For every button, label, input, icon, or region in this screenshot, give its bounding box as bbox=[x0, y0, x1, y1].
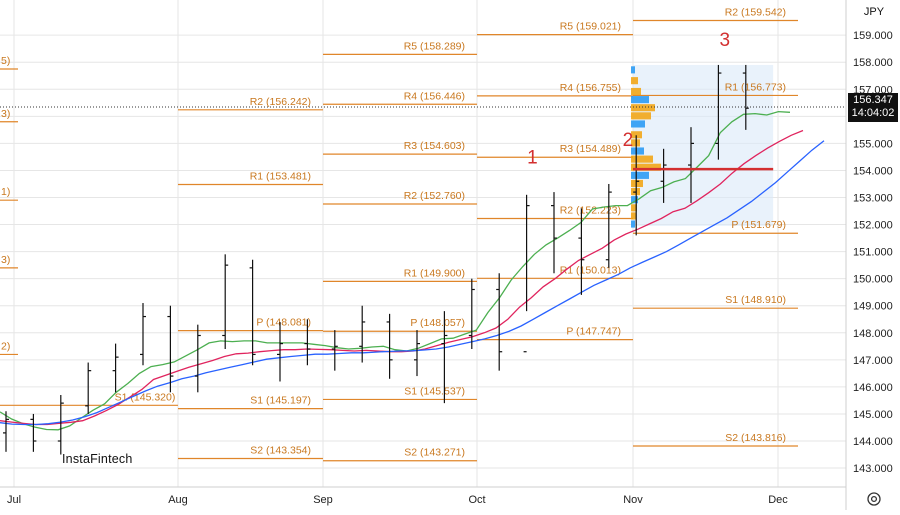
profile-bar bbox=[631, 96, 649, 104]
pivot-label: R1 (149.900) bbox=[404, 267, 465, 279]
ma-line bbox=[0, 140, 825, 426]
y-tick-label: 154.000 bbox=[853, 165, 893, 177]
y-tick-label: 153.000 bbox=[853, 193, 893, 205]
y-tick-label: 144.000 bbox=[853, 436, 893, 448]
pivot-label: 2) bbox=[1, 340, 10, 352]
pivot-label: 3) bbox=[1, 254, 10, 266]
y-tick-label: 143.000 bbox=[853, 463, 893, 475]
value-area bbox=[633, 64, 774, 226]
pivot-label: R4 (156.446) bbox=[404, 90, 465, 102]
symbol-label[interactable]: JPY bbox=[863, 6, 885, 18]
pivot-label: R3 (154.603) bbox=[404, 140, 465, 152]
y-tick-label: 147.000 bbox=[853, 355, 893, 367]
pivot-label: S1 (145.537) bbox=[404, 385, 465, 397]
profile-bar bbox=[631, 112, 651, 120]
y-tick-label: 158.000 bbox=[853, 57, 893, 69]
candles bbox=[3, 64, 749, 455]
profile-bar bbox=[631, 155, 653, 163]
y-tick-label: 159.000 bbox=[853, 30, 893, 42]
wave-labels: 1 2 3 bbox=[0, 30, 846, 169]
pivot-label: R1 (156.773) bbox=[725, 81, 786, 93]
pivot-label: R1 (150.013) bbox=[560, 264, 621, 276]
profile-bar bbox=[631, 131, 642, 139]
x-tick-label: Jul bbox=[7, 494, 21, 506]
pivot-label: P (148.057) bbox=[410, 317, 465, 329]
pivot-label: S2 (143.271) bbox=[404, 447, 465, 459]
profile-bar bbox=[631, 212, 636, 220]
profile-bar bbox=[631, 87, 641, 96]
y-tick-label: 149.000 bbox=[853, 301, 893, 313]
y-tick-label: 151.000 bbox=[853, 247, 893, 259]
x-tick-label: Sep bbox=[313, 494, 333, 506]
ma-line bbox=[0, 110, 791, 431]
bar-countdown: 14:04:02 bbox=[851, 107, 895, 119]
pivot-label: S1 (145.320) bbox=[115, 391, 176, 403]
pivot-label: R2 (159.542) bbox=[725, 7, 786, 19]
current-price-value: 156.347 bbox=[853, 94, 893, 106]
y-tick-label: 152.000 bbox=[853, 220, 893, 232]
pivot-label: 1) bbox=[1, 186, 10, 198]
pivot-label: R5 (159.021) bbox=[560, 21, 621, 33]
moving-averages bbox=[0, 110, 825, 431]
pivot-label: 5) bbox=[1, 55, 10, 67]
profile-bar bbox=[631, 77, 638, 85]
y-tick-label: 145.000 bbox=[853, 409, 893, 421]
x-tick-label: Dec bbox=[768, 494, 788, 506]
current-price-tag: 156.347 14:04:02 bbox=[848, 93, 898, 122]
pivot-label: P (147.747) bbox=[566, 326, 621, 338]
profile-bar bbox=[631, 204, 637, 212]
pivot-label: R3 (154.489) bbox=[560, 143, 621, 155]
settings-icon[interactable] bbox=[866, 491, 882, 507]
ma-line bbox=[0, 129, 804, 426]
pivot-label: S2 (143.354) bbox=[250, 444, 311, 456]
pivot-label: P (151.679) bbox=[731, 219, 786, 231]
profile-bar bbox=[631, 147, 644, 155]
pivot-label: R2 (152.760) bbox=[404, 190, 465, 202]
y-tick-label: 146.000 bbox=[853, 382, 893, 394]
profile-bar bbox=[631, 220, 635, 228]
wave-label: 2 bbox=[623, 130, 634, 151]
profile-bar bbox=[631, 66, 635, 74]
y-tick-label: 155.000 bbox=[853, 138, 893, 150]
pivot-label: S1 (148.910) bbox=[725, 294, 786, 306]
pivot-label: S1 (145.197) bbox=[250, 395, 311, 407]
value-area-box bbox=[633, 64, 774, 226]
pivot-label: R4 (156.755) bbox=[560, 82, 621, 94]
brand-watermark: InstaFintech bbox=[62, 452, 133, 466]
profile-bar bbox=[631, 163, 661, 171]
profile-bar bbox=[631, 196, 638, 204]
grid bbox=[0, 0, 846, 487]
y-tick-label: 148.000 bbox=[853, 328, 893, 340]
x-tick-label: Oct bbox=[468, 494, 485, 506]
profile-bar bbox=[631, 139, 640, 147]
profile-bar bbox=[631, 171, 649, 179]
profile-bar bbox=[631, 179, 643, 188]
profile-bar bbox=[631, 120, 645, 128]
profile-bar bbox=[631, 104, 655, 112]
pivot-label: P (148.081) bbox=[256, 317, 311, 329]
wave-label: 1 bbox=[527, 148, 538, 169]
x-tick-label: Aug bbox=[168, 494, 188, 506]
wave-label: 3 bbox=[720, 30, 731, 51]
pivot-label: 3) bbox=[1, 108, 10, 120]
pivot-label: S2 (143.816) bbox=[725, 432, 786, 444]
pivot-label: R5 (158.289) bbox=[404, 40, 465, 52]
pivot-label: R1 (153.481) bbox=[250, 170, 311, 182]
x-tick-label: Nov bbox=[623, 494, 643, 506]
pivot-label: R2 (156.242) bbox=[250, 96, 311, 108]
y-tick-label: 150.000 bbox=[853, 274, 893, 286]
